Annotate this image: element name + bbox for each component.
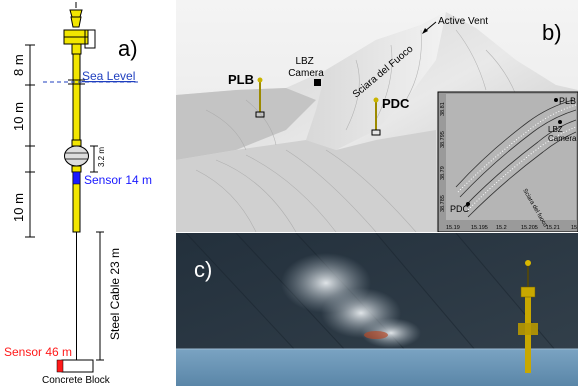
inset-x-tick: 15.195: [471, 225, 488, 231]
inset-x-tick: 15.21: [546, 225, 560, 231]
active-vent-label: Active Vent: [438, 16, 488, 27]
inset-map: PLB LBZ Camera PDC Sciara del fuoco 15.1…: [437, 91, 578, 232]
pdc-label: PDC: [382, 96, 410, 111]
dim-joint-label: 3.2 m: [97, 147, 106, 167]
steel-cable-label: Steel Cable 23 m: [108, 248, 122, 340]
inset-x-tick: 15.215: [571, 225, 578, 231]
dimension-lines: [25, 44, 104, 361]
inset-pdc-label: PDC: [450, 204, 470, 214]
pole-diagram: a) 8 m Sea Level 10 m 3.2 m Sensor 14 m …: [4, 2, 152, 386]
inset-y-tick: 38.81: [440, 102, 446, 116]
inset-y-tick: 38.795: [440, 131, 446, 148]
lbz-camera-label: LBZ Camera: [288, 56, 324, 79]
lantern-icon: [63, 2, 96, 55]
plb-label: PLB: [228, 72, 254, 87]
concrete-block-label: Concrete Block: [42, 375, 111, 386]
panel-b-terrain-map: b) Active Vent LBZ Camera Sciara del Fuo…: [176, 0, 578, 232]
inset-x-tick: 15.2: [496, 225, 507, 231]
photo-pole: [518, 260, 538, 373]
lbz-line-2: Camera: [288, 68, 324, 79]
panel-a-label: a): [118, 36, 138, 61]
float-joint: [64, 139, 89, 173]
lbz-camera-marker: [314, 79, 321, 86]
panel-a-schematic: a) 8 m Sea Level 10 m 3.2 m Sensor 14 m …: [0, 0, 175, 386]
sea-photo: c): [176, 233, 578, 386]
inset-y-ticks: 38.81 38.795 38.79 38.785: [440, 102, 446, 212]
pdc-marker: [371, 97, 381, 136]
inset-y-tick: 38.785: [440, 195, 446, 212]
inset-lbz-label: LBZ Camera: [548, 125, 577, 143]
dim-top-label: 8 m: [11, 54, 26, 76]
dim-lower-label: 10 m: [11, 193, 26, 222]
sensor-46-label: Sensor 46 m: [4, 345, 72, 359]
inset-x-ticks: 15.19 15.195 15.2 15.205 15.21 15.215: [446, 225, 578, 231]
inset-y-tick: 38.79: [440, 166, 446, 180]
sensor-14-label: Sensor 14 m: [84, 173, 152, 187]
inset-plb-label: PLB: [559, 96, 576, 106]
dim-upper-label: 10 m: [11, 102, 26, 131]
sensor-46-marker: [56, 359, 64, 373]
sea-level-label: Sea Level: [82, 69, 135, 83]
terrain-render: b) Active Vent LBZ Camera Sciara del Fuo…: [176, 0, 578, 232]
inset-x-tick: 15.19: [446, 225, 460, 231]
lbz-line-1: LBZ: [295, 56, 313, 67]
sensor-14-marker: [72, 171, 81, 185]
plb-marker: [255, 77, 265, 118]
concrete-block: [61, 359, 94, 373]
panel-c-photo: c): [176, 233, 578, 386]
panel-b-label: b): [542, 20, 562, 45]
inset-x-tick: 15.205: [521, 225, 538, 231]
panel-c-label: c): [194, 257, 212, 282]
